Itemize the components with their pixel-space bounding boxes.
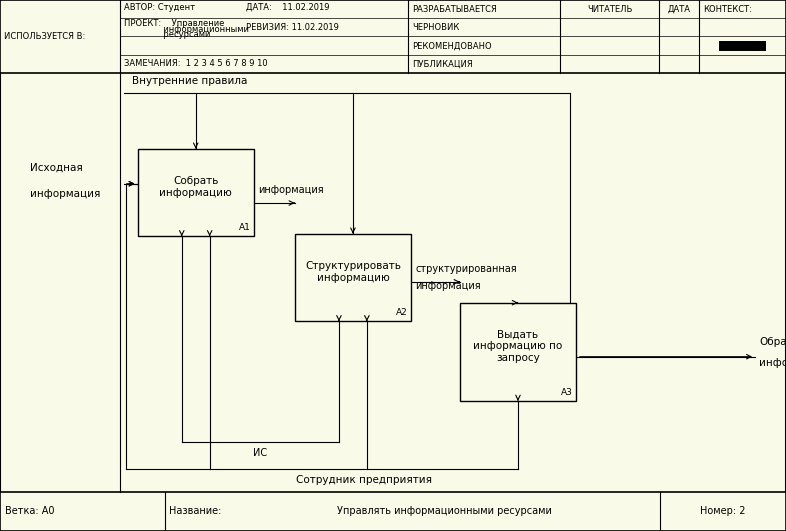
Text: РЕВИЗИЯ: 11.02.2019: РЕВИЗИЯ: 11.02.2019 (246, 23, 339, 32)
Text: A1: A1 (239, 223, 251, 232)
Text: ЧЕРНОВИК: ЧЕРНОВИК (412, 23, 459, 32)
Text: Структурировать
информацию: Структурировать информацию (305, 261, 401, 283)
Text: ресурсами: ресурсами (124, 30, 211, 39)
Text: информационными: информационными (124, 25, 249, 33)
Text: A2: A2 (396, 308, 408, 317)
Text: информация: информация (258, 185, 323, 195)
Text: ИСПОЛЬЗУЕТСЯ В:: ИСПОЛЬЗУЕТСЯ В: (4, 32, 85, 41)
Bar (138, 149, 254, 236)
Text: информация: информация (415, 281, 480, 291)
Text: АВТОР: Студент: АВТОР: Студент (124, 3, 195, 12)
Text: информация: информация (759, 358, 786, 369)
Text: Обработанная: Обработанная (759, 337, 786, 347)
Text: ЗАМЕЧАНИЯ:  1 2 3 4 5 6 7 8 9 10: ЗАМЕЧАНИЯ: 1 2 3 4 5 6 7 8 9 10 (124, 59, 267, 68)
Text: Исходная: Исходная (30, 163, 83, 173)
Text: Номер: 2: Номер: 2 (700, 507, 746, 517)
Text: КОНТЕКСТ:: КОНТЕКСТ: (703, 5, 751, 14)
Text: РЕКОМЕНДОВАНО: РЕКОМЕНДОВАНО (412, 41, 491, 50)
Text: ДАТА:    11.02.2019: ДАТА: 11.02.2019 (246, 3, 329, 12)
Bar (718, 40, 766, 50)
Text: A3: A3 (561, 388, 573, 397)
Text: Ветка: А0: Ветка: А0 (5, 507, 54, 517)
Text: ДАТА: ДАТА (667, 5, 690, 14)
Text: Внутренние правила: Внутренние правила (132, 76, 247, 86)
Text: Название:: Название: (169, 507, 222, 517)
Bar (295, 234, 411, 321)
Bar (0, 0, 786, 73)
Text: Выдать
информацию по
запросу: Выдать информацию по запросу (473, 330, 563, 363)
Text: ПУБЛИКАЦИЯ: ПУБЛИКАЦИЯ (412, 59, 472, 68)
Text: Собрать
информацию: Собрать информацию (160, 176, 232, 198)
Bar (0, 492, 786, 531)
Text: ЧИТАТЕЛЬ: ЧИТАТЕЛЬ (587, 5, 632, 14)
Text: информация: информация (30, 189, 100, 199)
Text: РАЗРАБАТЫВАЕТСЯ: РАЗРАБАТЫВАЕТСЯ (412, 5, 497, 14)
Text: ИС: ИС (253, 448, 267, 458)
Text: Сотрудник предприятия: Сотрудник предприятия (296, 475, 432, 485)
Bar (460, 303, 576, 401)
Text: ПРОЕКТ:    Управление: ПРОЕКТ: Управление (124, 19, 224, 28)
Text: структурированная: структурированная (415, 264, 516, 274)
Text: Управлять информационными ресурсами: Управлять информационными ресурсами (336, 507, 551, 517)
